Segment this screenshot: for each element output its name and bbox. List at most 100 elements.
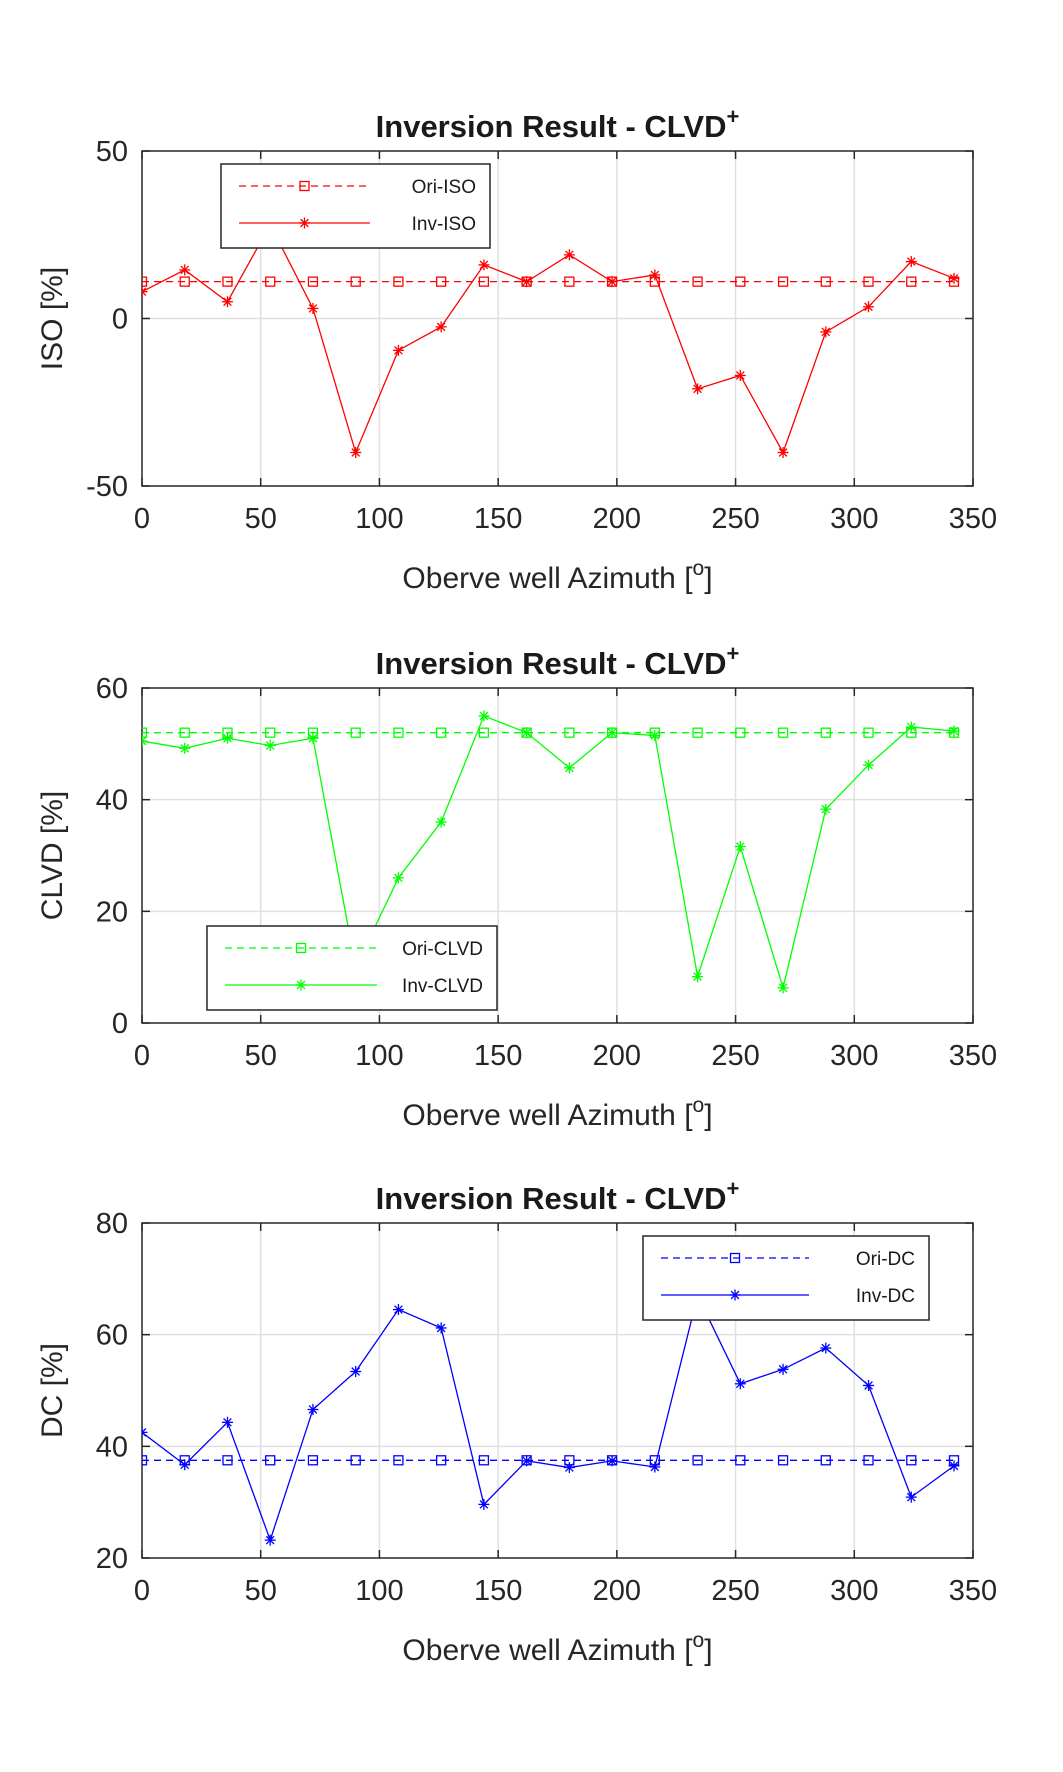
legend-marker [295, 942, 307, 954]
y-tick-label: 40 [96, 785, 128, 817]
x-tick-label: 0 [134, 503, 150, 535]
chart-title-superscript: + [726, 641, 739, 666]
legend-marker [299, 180, 310, 192]
x-tick-label: 200 [593, 1575, 641, 1607]
legend-marker [729, 1252, 741, 1264]
axes-box [141, 1222, 974, 1559]
data-point [734, 1378, 746, 1390]
data-point [142, 276, 148, 287]
data-point [649, 729, 661, 741]
data-point [393, 1455, 404, 1466]
axes-box [141, 687, 974, 1024]
data-point [142, 286, 148, 298]
legend: Ori-DC Inv-DC [642, 1235, 930, 1321]
data-point [863, 301, 875, 313]
x-axis-label-superscript: o [693, 1094, 705, 1117]
series-inv-clvd [142, 710, 960, 994]
data-point [221, 732, 233, 744]
data-point [265, 727, 276, 738]
data-point [307, 302, 319, 314]
data-point [905, 721, 917, 733]
y-tick-label: 0 [112, 1008, 128, 1040]
x-tick-label: 100 [355, 1575, 403, 1607]
data-point [142, 1455, 148, 1466]
data-point [606, 1455, 618, 1467]
data-point [692, 383, 704, 395]
data-point [820, 1342, 832, 1354]
legend: Ori-ISO Inv-ISO [220, 163, 491, 249]
x-tick-label: 150 [474, 1040, 522, 1072]
data-point [735, 727, 746, 738]
data-point [393, 727, 404, 738]
data-point [435, 1322, 447, 1334]
data-point [436, 1455, 447, 1466]
data-point [863, 1379, 875, 1391]
x-tick-label: 100 [355, 503, 403, 535]
data-point [221, 296, 233, 308]
data-point [221, 1416, 233, 1428]
data-point [692, 276, 703, 287]
x-tick-label: 50 [245, 1575, 277, 1607]
x-axis-label-suffix: ] [704, 1634, 712, 1667]
data-point [264, 1534, 276, 1546]
x-axis-label-text: Oberve well Azimuth [ [402, 562, 693, 595]
data-point [179, 742, 191, 754]
x-axis-label-suffix: ] [704, 1099, 712, 1132]
x-axis-label: Oberve well Azimuth [o] [402, 1094, 712, 1132]
data-point [606, 276, 618, 288]
data-point [905, 1491, 917, 1503]
y-tick-label: 50 [96, 136, 128, 168]
chart-title-text: Inversion Result - CLVD [376, 1181, 727, 1216]
y-axis-label: CLVD [%] [36, 791, 69, 920]
data-point [350, 727, 361, 738]
x-tick-label: 250 [711, 1040, 759, 1072]
y-tick-label: 60 [96, 673, 128, 705]
data-point [478, 276, 490, 287]
data-point [863, 759, 875, 771]
data-point [392, 344, 404, 356]
y-tick-label: 80 [96, 1208, 128, 1240]
legend-box [206, 925, 498, 1011]
x-axis-label: Oberve well Azimuth [o] [402, 1629, 712, 1667]
x-tick-label: 100 [355, 1040, 403, 1072]
legend-label: Inv-CLVD [402, 976, 483, 997]
data-point [734, 369, 746, 381]
data-point [265, 1455, 276, 1466]
chart-title-text: Inversion Result - CLVD [376, 646, 727, 681]
x-axis-label-suffix: ] [704, 562, 712, 595]
x-tick-label: 0 [134, 1040, 150, 1072]
data-point [564, 727, 575, 738]
data-point [142, 727, 148, 738]
data-point [478, 1498, 490, 1510]
data-point [307, 732, 319, 744]
x-tick-label: 50 [245, 503, 277, 535]
legend-box [220, 163, 491, 249]
data-point [777, 982, 789, 994]
x-tick-label: 300 [830, 1575, 878, 1607]
data-point [350, 1455, 361, 1466]
data-point [820, 727, 831, 738]
data-point [307, 1403, 319, 1415]
y-tick-label: 20 [96, 896, 128, 928]
x-tick-label: 50 [245, 1040, 277, 1072]
data-point [777, 727, 789, 738]
data-point [820, 326, 832, 338]
data-point [222, 1455, 233, 1466]
data-point [307, 276, 319, 287]
data-point [478, 710, 490, 722]
legend-marker [295, 979, 307, 991]
x-axis-label-text: Oberve well Azimuth [ [402, 1634, 693, 1667]
data-point [948, 1460, 960, 1472]
data-point [350, 447, 362, 458]
data-point [435, 816, 447, 828]
data-point [692, 1455, 703, 1466]
data-point [563, 762, 575, 774]
x-tick-label: 300 [830, 503, 878, 535]
y-axis-label: DC [%] [36, 1343, 69, 1438]
data-point [777, 1455, 789, 1466]
data-point [777, 1363, 789, 1375]
data-point [179, 1459, 191, 1471]
x-tick-label: 0 [134, 1575, 150, 1607]
data-point [692, 727, 703, 738]
